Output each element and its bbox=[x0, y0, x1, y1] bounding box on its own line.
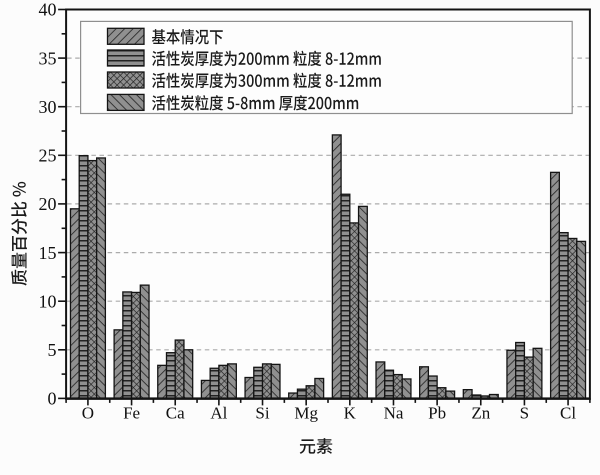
svg-text:35: 35 bbox=[39, 48, 57, 68]
svg-text:15: 15 bbox=[39, 243, 57, 263]
svg-text:K: K bbox=[344, 404, 357, 423]
svg-text:Mg: Mg bbox=[294, 404, 318, 423]
svg-text:Na: Na bbox=[384, 404, 404, 423]
svg-text:Si: Si bbox=[255, 404, 269, 423]
svg-text:25: 25 bbox=[39, 146, 57, 166]
svg-text:Pb: Pb bbox=[428, 404, 446, 423]
svg-text:Al: Al bbox=[210, 404, 227, 423]
svg-text:10: 10 bbox=[39, 291, 57, 311]
svg-text:30: 30 bbox=[39, 97, 57, 117]
svg-text:Fe: Fe bbox=[123, 404, 140, 423]
svg-text:O: O bbox=[82, 404, 94, 423]
svg-text:Ca: Ca bbox=[166, 404, 185, 423]
svg-text:Cl: Cl bbox=[560, 404, 576, 423]
svg-text:5: 5 bbox=[48, 340, 57, 360]
svg-text:Zn: Zn bbox=[471, 404, 490, 423]
svg-text:S: S bbox=[520, 404, 529, 423]
svg-text:20: 20 bbox=[39, 194, 57, 214]
svg-text:40: 40 bbox=[39, 0, 57, 20]
svg-text:0: 0 bbox=[48, 389, 57, 409]
